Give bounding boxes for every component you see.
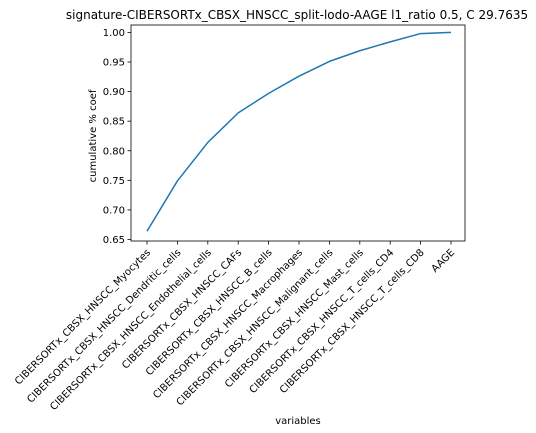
chart-title: signature-CIBERSORTx_CBSX_HNSCC_split-lo… bbox=[66, 8, 528, 22]
series-line bbox=[146, 31, 452, 232]
y-axis: 0.65 0.70 0.75 0.80 0.85 0.90 0.95 1.00 bbox=[103, 28, 131, 246]
x-tick-label: CIBERSORTx_CBSX_HNSCC_T_cells_CD4 bbox=[248, 247, 397, 396]
x-tick-label: CIBERSORTx_CBSX_HNSCC_T_cells_CD8 bbox=[278, 247, 427, 396]
y-axis-label: cumulative % coef bbox=[88, 89, 99, 182]
y-tick-label: 0.85 bbox=[103, 117, 125, 128]
y-tick-label: 0.65 bbox=[103, 235, 125, 246]
plot-frame bbox=[130, 24, 466, 242]
x-axis: CIBERSORTx_CBSX_HNSCC_MyocytesCIBERSORTx… bbox=[13, 241, 457, 413]
plot-area bbox=[130, 24, 466, 242]
y-tick-label: 0.95 bbox=[103, 57, 125, 68]
y-tick-label: 0.80 bbox=[103, 146, 125, 157]
y-tick-label: 0.90 bbox=[103, 87, 125, 98]
y-tick-label: 0.75 bbox=[103, 176, 125, 187]
y-tick-label: 1.00 bbox=[103, 28, 125, 39]
x-axis-label: variables bbox=[275, 416, 321, 427]
x-tick-label: AAGE bbox=[430, 247, 457, 274]
y-tick-label: 0.70 bbox=[103, 205, 125, 216]
